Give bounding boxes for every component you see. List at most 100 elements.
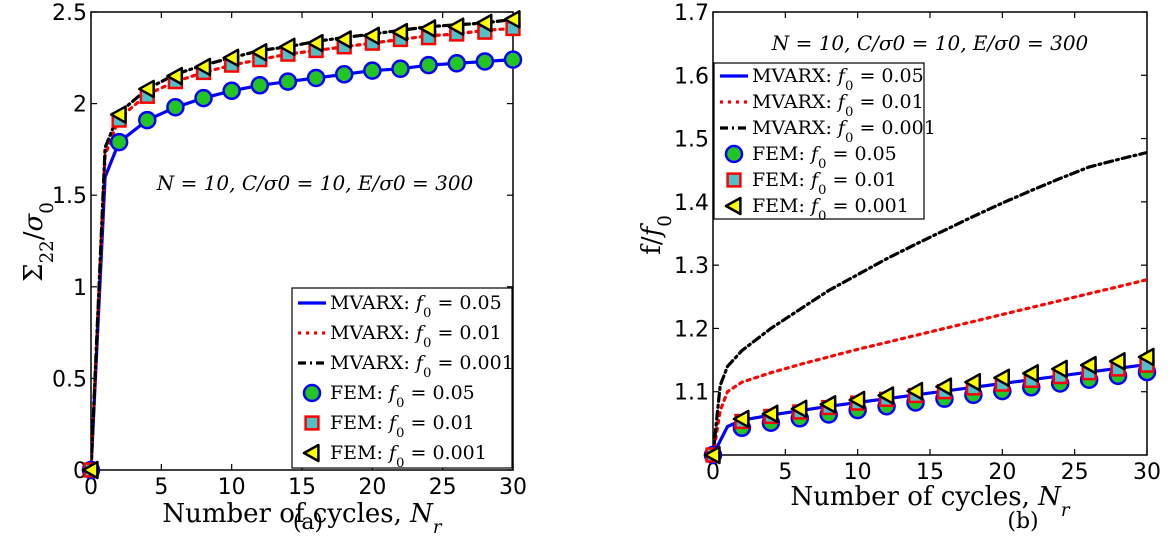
data-point	[848, 390, 866, 410]
data-point	[250, 76, 270, 95]
data-point	[334, 65, 354, 84]
legend-entry-1: MVARX: f0 = 0.01	[330, 322, 502, 351]
data-point	[475, 13, 493, 33]
data-point	[703, 445, 721, 465]
data-point	[819, 395, 837, 414]
data-point	[363, 61, 382, 80]
panel-b: 0 5 10 15 20 25 30 1.1 1.2 1.3 1.4 1.5 1.6 1.7 Number …	[637, 1, 1161, 534]
x-tick-label: 20	[358, 475, 386, 500]
series-line-2	[713, 150, 1147, 455]
x-tick-label: 10	[218, 475, 246, 500]
data-point	[1137, 347, 1155, 367]
legend-entry-2: MVARX: f0 = 0.001	[752, 117, 936, 146]
legend-entry-0: MVARX: f0 = 0.05	[330, 292, 502, 321]
x-axis-label: Number of cycles, Nr	[162, 499, 443, 538]
data-point	[761, 404, 779, 424]
x-tick-label: 30	[1133, 460, 1161, 485]
legend-entry-4: FEM: f0 = 0.01	[752, 169, 897, 198]
data-point	[503, 50, 523, 69]
y-tick-label: 1.1	[674, 381, 709, 406]
data-point	[166, 66, 184, 86]
annotation: N = 10, C/σ0 = 10, E/σ0 = 300	[156, 171, 474, 195]
y-tick-label: 1.3	[674, 254, 709, 279]
legend-entry-3: FEM: f0 = 0.05	[752, 143, 897, 172]
x-tick-label: 20	[988, 460, 1016, 485]
y-tick-label: 1.5	[52, 184, 87, 209]
data-point	[447, 17, 465, 36]
legend-entry-1: MVARX: f0 = 0.01	[752, 91, 924, 120]
data-point	[138, 110, 157, 130]
data-point	[306, 33, 324, 53]
x-tick-label: 0	[84, 475, 98, 500]
data-point	[363, 26, 380, 46]
x-tick-label: 5	[154, 475, 168, 500]
y-axis-label: f/f0	[637, 215, 676, 255]
legend-marker-4	[304, 415, 320, 431]
data-point	[109, 132, 129, 152]
data-point	[503, 10, 521, 29]
data-point	[138, 79, 155, 99]
data-point	[250, 43, 268, 62]
x-tick-label: 15	[288, 475, 316, 500]
data-point	[1079, 355, 1097, 375]
y-tick-label: 0.5	[52, 367, 87, 392]
y-tick-label: 1.7	[674, 1, 709, 26]
data-point	[391, 59, 410, 79]
x-tick-label: 30	[499, 475, 527, 500]
x-tick-label: 10	[844, 460, 872, 485]
y-tick-label: 1.6	[674, 64, 709, 89]
y-tick-label: 2	[73, 93, 87, 118]
legend-entry-0: MVARX: f0 = 0.05	[752, 65, 924, 94]
legend-box	[291, 287, 513, 469]
data-point	[935, 377, 953, 396]
y-tick-label: 1.2	[674, 317, 709, 342]
legend-entry-3: FEM: f0 = 0.05	[330, 382, 475, 411]
data-point	[334, 30, 352, 49]
x-tick-label: 25	[429, 475, 457, 500]
data-point	[391, 22, 409, 42]
data-point	[964, 372, 982, 392]
y-axis-label: Σ22/σ0	[19, 202, 58, 282]
legend-marker-3	[302, 383, 322, 403]
legend-marker-5	[724, 196, 742, 216]
data-point	[419, 19, 437, 38]
panel-caption: (b)	[1007, 509, 1038, 534]
legend-entry-4: FEM: f0 = 0.01	[330, 412, 475, 441]
data-point	[732, 409, 750, 429]
annotation: N = 10, C/σ0 = 10, E/σ0 = 300	[771, 31, 1089, 55]
data-point	[278, 72, 298, 91]
data-point	[790, 399, 808, 419]
legend-entry-5: FEM: f0 = 0.001	[330, 442, 487, 471]
y-tick-label: 1.4	[674, 191, 709, 216]
data-point	[166, 98, 185, 117]
data-point	[109, 105, 127, 124]
legend-marker-5	[302, 443, 320, 463]
y-tick-label: 1.5	[674, 128, 709, 153]
legend-box	[713, 62, 925, 220]
data-point	[447, 54, 466, 73]
legend-entry-2: MVARX: f0 = 0.001	[330, 352, 514, 381]
x-tick-label: 25	[1061, 460, 1089, 485]
data-point	[222, 48, 240, 68]
data-point	[194, 57, 212, 77]
data-point	[194, 88, 213, 108]
legend-marker-3	[724, 144, 744, 164]
legend-marker-4	[726, 172, 742, 188]
data-point	[906, 381, 924, 401]
data-point	[475, 52, 495, 71]
data-point	[1108, 352, 1126, 371]
data-point	[1050, 359, 1068, 379]
y-tick-label: 1	[73, 276, 87, 301]
x-axis-label: Number of cycles, Nr	[790, 482, 1071, 521]
legend-entry-5: FEM: f0 = 0.001	[752, 195, 909, 224]
panel-caption: (a)	[293, 510, 323, 535]
y-tick-label: 2.5	[52, 1, 87, 26]
series-line-1	[713, 278, 1147, 455]
x-tick-label: 15	[916, 460, 944, 485]
data-point	[1022, 364, 1039, 383]
data-point	[222, 81, 241, 101]
data-point	[419, 55, 438, 75]
